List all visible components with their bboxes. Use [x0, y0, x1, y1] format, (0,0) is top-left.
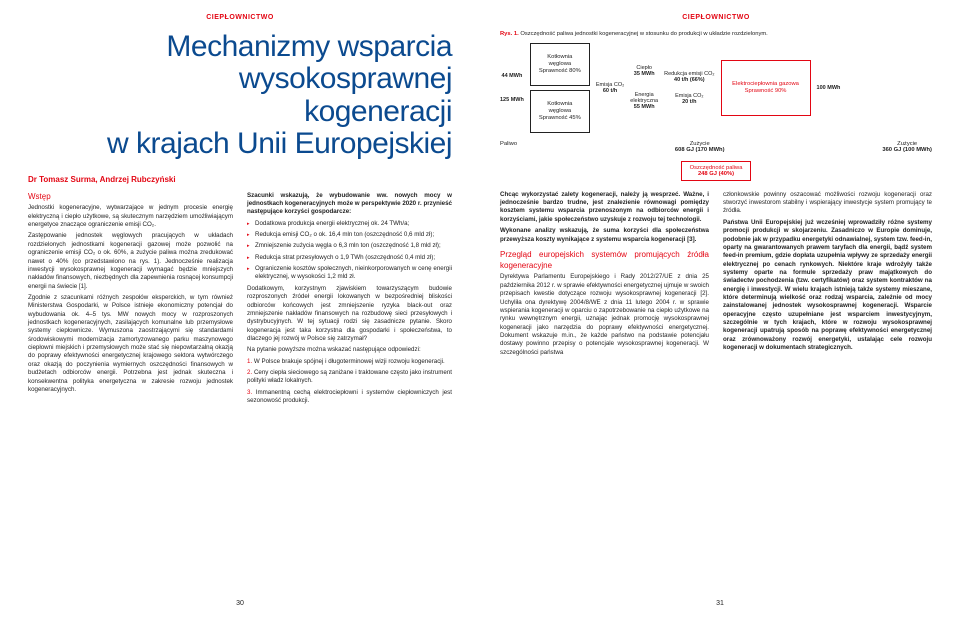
bullet-item: Zmniejszenie zużycia węgla o 6,3 mln ton… — [247, 242, 452, 250]
diagram-value: 125 MWh — [500, 97, 524, 103]
body-text: Zastępowanie jednostek węglowych pracują… — [28, 232, 233, 291]
diagram-value: 44 MWh — [500, 73, 524, 79]
body-text: członkowskie powinny oszacować możliwośc… — [723, 191, 932, 216]
fuel-usage: Zużycie 608 GJ (170 MWh) — [675, 141, 725, 153]
bullet-item: Redukcja strat przesyłowych o 1,9 TWh (o… — [247, 254, 452, 262]
right-column-2: członkowskie powinny oszacować możliwośc… — [723, 191, 932, 360]
bullet-item: Ograniczenie kosztów społecznych, nieink… — [247, 265, 452, 282]
page-number: 31 — [716, 600, 724, 607]
bullet-item: Redukcja emisji CO₂ o ok. 16,4 mln ton (… — [247, 231, 452, 239]
diagram-box: Kotłownia węglowa Sprawność 45% — [530, 90, 590, 133]
body-text: Państwa Unii Europejskiej już wcześniej … — [723, 219, 932, 353]
body-text: Zgodnie z szacunkami różnych zespołów ek… — [28, 294, 233, 394]
right-column-1: Chcąc wykorzystać zalety kogeneracji, na… — [500, 191, 709, 360]
header-label: CIEPŁOWNICTWO — [28, 14, 452, 21]
body-text: Wykonane analizy wskazują, że suma korzy… — [500, 227, 709, 244]
savings-box: Oszczędność paliwa 248 GJ (40%) — [681, 161, 752, 181]
figure-caption: Rys. 1. Oszczędność paliwa jednostki kog… — [500, 31, 932, 37]
fuel-label: Paliwo — [500, 141, 517, 147]
body-text: Na pytanie powyższe można wskazać następ… — [247, 346, 452, 354]
left-column-2: Szacunki wskazują, że wybudowanie ww. no… — [247, 192, 452, 409]
section-wstep: Wstęp — [28, 192, 233, 203]
page-number: 30 — [236, 600, 244, 607]
bullet-item: Dodatkowa produkcja energii elektrycznej… — [247, 220, 452, 228]
diagram: 44 MWh 125 MWh Kotłownia węglowa Sprawno… — [500, 43, 932, 133]
title-line-3: kogeneracji — [304, 95, 452, 128]
author: Dr Tomasz Surma, Andrzej Rubczyński — [28, 175, 452, 184]
diagram-box-cogeneration: Elektrociepłownia gazowa Sprawność 90% — [721, 60, 811, 116]
numbered-item: 3. Immanentną cechą elektrociepłowni i s… — [247, 389, 452, 406]
body-text: Dodatkowym, korzystnym zjawiskiem towarz… — [247, 285, 452, 344]
fuel-usage: Zużycie 360 GJ (100 MWh) — [882, 141, 932, 153]
header-label: CIEPŁOWNICTWO — [500, 14, 932, 21]
numbered-item: 2. Ceny ciepła sieciowego są zaniżane i … — [247, 369, 452, 386]
figure-1: Rys. 1. Oszczędność paliwa jednostki kog… — [500, 31, 932, 181]
diagram-label: Energia elektryczna 55 MWh — [630, 92, 658, 111]
body-text: Dyrektywa Parlamentu Europejskiego i Rad… — [500, 273, 709, 357]
numbered-item: 1. W Polsce brakuje spójnej i długotermi… — [247, 358, 452, 366]
title-line-1: Mechanizmy wsparcia — [166, 30, 452, 63]
section-heading: Przegląd europejskich systemów promujący… — [500, 250, 709, 272]
left-column-1: Wstęp Jednostki kogeneracyjne, wytwarzaj… — [28, 192, 233, 409]
diagram-label: Redukcja emisji CO₂ 40 t/h (66%) — [664, 71, 714, 83]
title-line-2: wysokosprawnej — [239, 62, 452, 95]
title-line-4: w krajach Unii Europejskiej — [107, 127, 452, 160]
body-text: Szacunki wskazują, że wybudowanie ww. no… — [247, 192, 452, 217]
diagram-box: Kotłownia węglowa Sprawność 80% — [530, 43, 590, 86]
body-text: Jednostki kogeneracyjne, wytwarzające w … — [28, 204, 233, 229]
fuel-row: Paliwo Zużycie 608 GJ (170 MWh) Zużycie … — [500, 141, 932, 153]
diagram-value: 100 MWh — [817, 85, 841, 91]
page-title: Mechanizmy wsparcia wysokosprawnej kogen… — [28, 31, 452, 161]
diagram-label: Emisja CO₂ 20 t/h — [675, 93, 703, 106]
body-text: Chcąc wykorzystać zalety kogeneracji, na… — [500, 191, 709, 224]
diagram-label: Ciepło 35 MWh — [630, 65, 658, 78]
diagram-label: Emisja CO₂ 60 t/h — [596, 82, 624, 95]
